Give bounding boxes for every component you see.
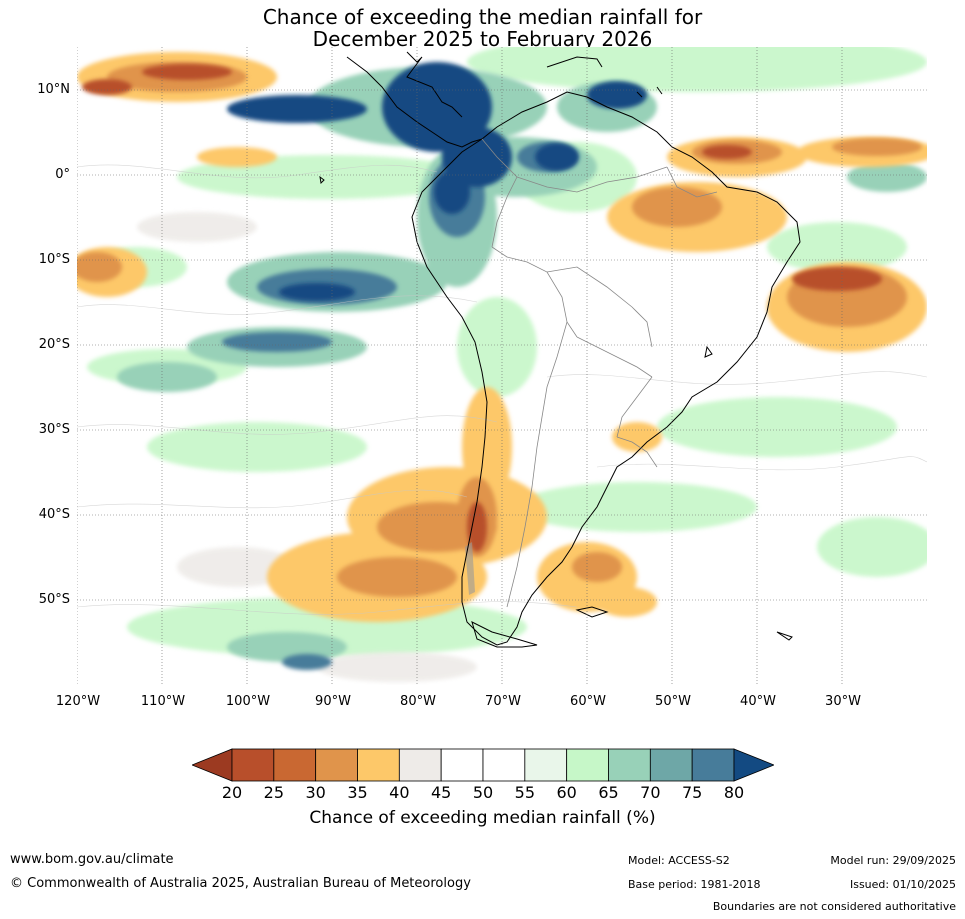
colorbar-tick-65: 65 [598,783,619,802]
lon-label-120w: 120°W [55,694,101,709]
colorbar-tick-30: 30 [305,783,326,802]
lon-label-70w: 70°W [485,694,521,709]
colorbar-tick-40: 40 [389,783,410,802]
lon-label-60w: 60°W [570,694,606,709]
lat-label-20s: 20°S [38,337,70,352]
colorbar-below-20 [192,748,233,782]
colorbar-cell-40-45 [398,748,442,782]
colorbar-tick-75: 75 [681,783,703,802]
colorbar-tick-55: 55 [514,783,535,802]
colorbar-tick-60: 60 [556,783,577,802]
colorbar-cell-45-50 [440,748,484,782]
model-run-date: Model run: 29/09/2025 [830,854,956,867]
colorbar-cell-50-55 [482,748,526,782]
colorbar-cell-25-30 [273,748,317,782]
lon-label-30w: 30°W [825,694,861,709]
colorbar-cell-75-80 [691,748,735,782]
copyright-text: © Commonwealth of Australia 2025, Austra… [10,876,471,891]
colorbar-above-80 [733,748,774,782]
colorbar-tick-25: 25 [263,783,284,802]
colorbar-cell-35-40 [357,748,400,782]
lat-label-10s: 10°S [38,252,70,267]
colorbar [192,748,774,782]
lon-label-40w: 40°W [740,694,776,709]
map-title-line1: Chance of exceeding the median rainfall … [262,5,703,29]
probability-shading [77,47,927,682]
rainfall-outlook-map [77,47,927,685]
colorbar-cell-20-25 [231,748,275,782]
colorbar-cell-55-60 [524,748,568,782]
lon-label-90w: 90°W [315,694,351,709]
colorbar-tick-20: 20 [221,783,243,802]
colorbar-cell-60-65 [566,748,609,782]
issued-date: Issued: 01/10/2025 [849,878,956,891]
lat-label-30s: 30°S [38,422,70,437]
graticule [77,47,927,685]
colorbar-tick-80: 80 [723,783,745,802]
lat-label-0: 0° [55,167,70,182]
model-name: Model: ACCESS-S2 [628,854,730,867]
colorbar-title: Chance of exceeding median rainfall (%) [309,808,656,828]
coastline [319,51,801,648]
lat-label-40s: 40°S [38,507,70,522]
lon-label-50w: 50°W [655,694,691,709]
lat-label-10n: 10°N [37,82,70,97]
colorbar-cell-70-75 [649,748,693,782]
contour-lines [77,164,927,615]
map-title-line2: December 2025 to February 2026 [312,27,653,51]
colorbar-tick-70: 70 [640,783,661,802]
lat-label-50s: 50°S [38,592,70,607]
lon-label-100w: 100°W [225,694,271,709]
lon-label-80w: 80°W [400,694,436,709]
base-period: Base period: 1981-2018 [628,878,761,891]
website-link[interactable]: www.bom.gov.au/climate [10,852,174,867]
colorbar-tick-45: 45 [430,783,452,802]
boundary-disclaimer: Boundaries are not considered authoritat… [712,900,956,913]
lon-label-110w: 110°W [140,694,186,709]
colorbar-tick-35: 35 [347,783,368,802]
colorbar-tick-50: 50 [472,783,494,802]
colorbar-cell-65-70 [608,748,651,782]
colorbar-cell-30-35 [315,748,358,782]
